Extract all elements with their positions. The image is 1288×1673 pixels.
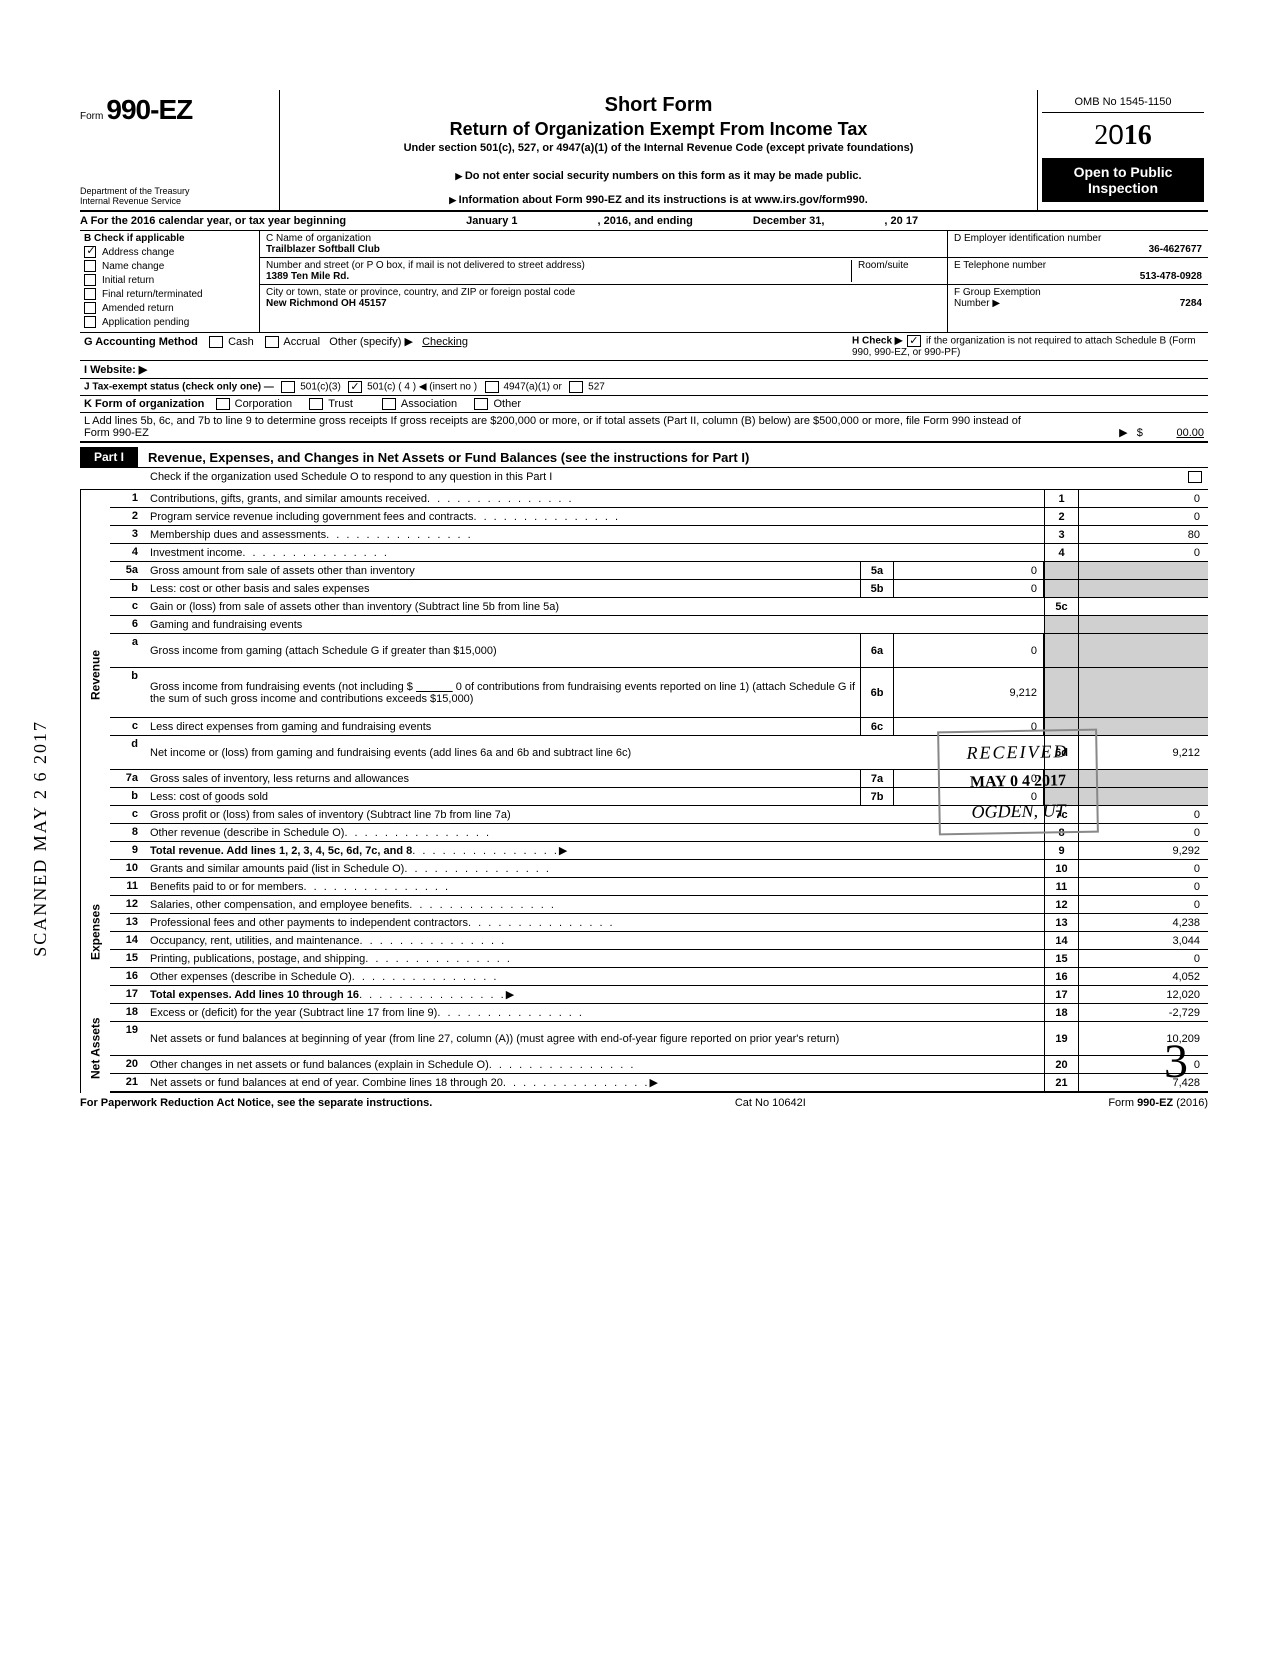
accounting-method-other: Checking [422,336,468,348]
row-k-form-org: K Form of organization Corporation Trust… [80,396,1208,413]
header-center: Short Form Return of Organization Exempt… [280,90,1038,210]
row-g-h: G Accounting Method Cash Accrual Other (… [80,333,1208,361]
row-i-website: I Website: ▶ [80,361,1208,379]
c-city: City or town, state or province, country… [260,285,947,311]
room-suite-label: Room/suite [851,260,941,282]
netassets-group: Net Assets 18Excess or (deficit) for the… [80,1004,1208,1093]
line9-value: 9,292 [1078,842,1208,859]
line12-value: 0 [1078,896,1208,913]
row-a-mid: , 2016, and ending [598,215,693,227]
check-name-change[interactable]: Name change [84,260,255,272]
expenses-group: Expenses 10Grants and similar amounts pa… [80,860,1208,1004]
telephone-value: 513-478-0928 [954,271,1202,282]
line18-value: -2,729 [1078,1004,1208,1021]
line21-value: 7,428 [1078,1074,1208,1091]
org-name: Trailblazer Softball Club [266,244,941,255]
check-initial-return[interactable]: Initial return [84,274,255,286]
line14-value: 3,044 [1078,932,1208,949]
netassets-label: Net Assets [80,1004,110,1093]
line17-value: 12,020 [1078,986,1208,1003]
form-header: Form 990-EZ Department of the Treasury I… [80,90,1208,212]
received-stamp: RECEIVED MAY 0 4 2017 OGDEN, UT [937,729,1099,836]
line4-value: 0 [1078,544,1208,561]
line3-value: 80 [1078,526,1208,543]
row-l-gross-receipts: L Add lines 5b, 6c, and 7b to line 9 to … [80,413,1208,443]
l-value: 00.00 [1176,427,1204,439]
handwritten-mark: 3 [1164,1034,1188,1089]
footer-left: For Paperwork Reduction Act Notice, see … [80,1097,432,1109]
b-header: B Check if applicable [84,233,255,244]
line6b-value: 9,212 [894,668,1044,717]
line16-value: 4,052 [1078,968,1208,985]
check-501c[interactable] [348,381,362,393]
col-b-checkboxes: B Check if applicable Address change Nam… [80,231,260,332]
line11-value: 0 [1078,878,1208,895]
subtitle: Under section 501(c), 527, or 4947(a)(1)… [286,142,1031,154]
part1-title: Revenue, Expenses, and Changes in Net As… [138,450,749,465]
col-d-ids: D Employer identification number 36-4627… [948,231,1208,332]
line5c-value [1078,598,1208,615]
header-left: Form 990-EZ Department of the Treasury I… [80,90,280,210]
line5b-value: 0 [894,580,1044,597]
check-h-schedule-b[interactable] [907,335,921,347]
col-c-org-info: C Name of organization Trailblazer Softb… [260,231,948,332]
form-number: 990-EZ [106,94,192,125]
part1-tab: Part I [80,447,138,467]
form-label: Form [80,111,103,122]
omb-number: OMB No 1545-1150 [1042,92,1204,113]
form-990ez: Form 990-EZ Department of the Treasury I… [80,90,1208,1109]
footer-cat: Cat No 10642I [735,1097,806,1109]
check-amended[interactable]: Amended return [84,302,255,314]
part1-checkbox[interactable] [1188,471,1202,483]
expenses-label: Expenses [80,860,110,1004]
title-return: Return of Organization Exempt From Incom… [286,119,1031,140]
c-name: C Name of organization Trailblazer Softb… [260,231,947,258]
part1-check-row: Check if the organization used Schedule … [80,467,1208,486]
check-address-change[interactable]: Address change [84,246,255,258]
ein-value: 36-4627677 [954,244,1202,255]
notice-info: Information about Form 990-EZ and its in… [286,194,1031,206]
line5a-value: 0 [894,562,1044,579]
group-exemption-value: 7284 [1180,298,1202,309]
line20-value: 0 [1078,1056,1208,1073]
scanned-stamp: SCANNED MAY 2 6 2017 [30,720,51,957]
open-to-public: Open to Public Inspection [1042,158,1204,202]
header-right: OMB No 1545-1150 2016 Open to Public Ins… [1038,90,1208,210]
row-a-end: December 31, [753,215,825,227]
section-bcd: B Check if applicable Address change Nam… [80,231,1208,333]
org-city: New Richmond OH 45157 [266,298,941,309]
dept-treasury: Department of the Treasury [80,186,273,196]
d-ein: D Employer identification number 36-4627… [948,231,1208,258]
line10-value: 0 [1078,860,1208,877]
row-j-tax-exempt: J Tax-exempt status (check only one) — 5… [80,379,1208,396]
line1-value: 0 [1078,490,1208,507]
f-group-exemption: F Group Exemption Number ▶ 7284 [948,285,1208,311]
page-footer: For Paperwork Reduction Act Notice, see … [80,1097,1208,1109]
line2-value: 0 [1078,508,1208,525]
row-a-begin: January 1 [466,215,517,227]
footer-right: Form 990-EZ (2016) [1108,1097,1208,1109]
c-address: Number and street (or P O box, if mail i… [260,258,947,285]
row-a-text: A For the 2016 calendar year, or tax yea… [80,215,346,227]
check-final-return[interactable]: Final return/terminated [84,288,255,300]
org-address: 1389 Ten Mile Rd. [266,271,851,282]
notice-ssn: Do not enter social security numbers on … [286,170,1031,182]
dept-irs: Internal Revenue Service [80,196,273,206]
line15-value: 0 [1078,950,1208,967]
line19-value: 10,209 [1078,1022,1208,1055]
part1-header: Part I Revenue, Expenses, and Changes in… [80,447,1208,467]
e-telephone: E Telephone number 513-478-0928 [948,258,1208,285]
title-short-form: Short Form [286,94,1031,117]
line6a-value: 0 [894,634,1044,667]
line13-value: 4,238 [1078,914,1208,931]
row-a-yr: , 20 17 [884,215,918,227]
check-application-pending[interactable]: Application pending [84,316,255,328]
row-a-tax-year: A For the 2016 calendar year, or tax yea… [80,212,1208,231]
revenue-label: Revenue [80,490,110,860]
tax-year: 2016 [1042,113,1204,158]
